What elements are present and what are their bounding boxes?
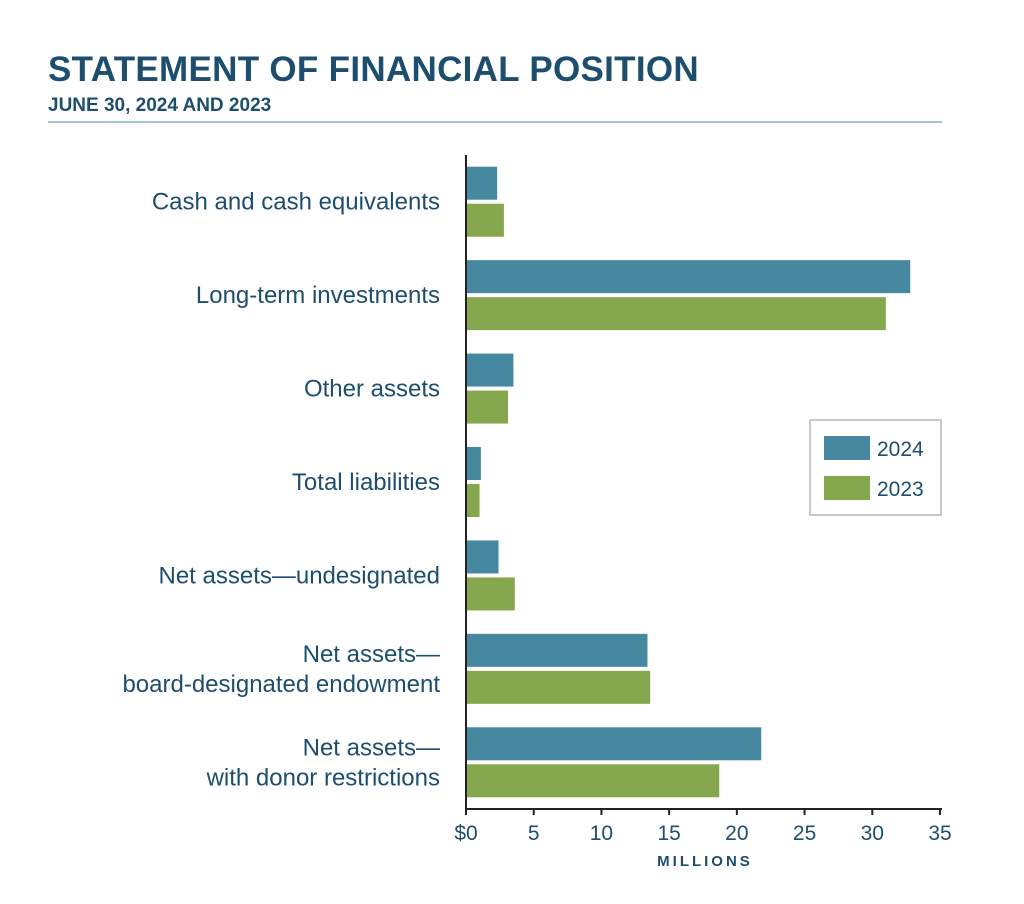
legend-label-2024: 2024 <box>877 438 924 461</box>
category-label-1-0: Long-term investments <box>196 282 440 309</box>
bar-2024-6 <box>466 727 762 761</box>
bar-2024-5 <box>466 633 648 667</box>
bar-2024-3 <box>466 447 481 480</box>
x-tick-label-4: 20 <box>725 822 748 845</box>
chart-subtitle: JUNE 30, 2024 AND 2023 <box>48 95 272 116</box>
category-label-5-0: Net assets— <box>303 641 440 668</box>
bar-2024-2 <box>466 353 514 387</box>
bars-group <box>466 166 911 798</box>
title-divider <box>48 121 942 123</box>
legend: 2024 2023 <box>809 419 942 516</box>
category-label-6-0: Net assets— <box>303 734 440 761</box>
axes-group: $0 5 10 15 20 25 30 35 MILLIONS <box>454 155 952 870</box>
legend-swatch-2023 <box>824 476 870 500</box>
legend-label-2023: 2023 <box>877 478 924 501</box>
legend-swatch-2024 <box>824 436 870 460</box>
category-label-2-0: Other assets <box>304 376 440 403</box>
x-tick-label-1: 5 <box>528 822 540 845</box>
bar-2023-1 <box>466 297 886 331</box>
category-label-0-0: Cash and cash equivalents <box>152 189 440 216</box>
x-tick-label-2: 10 <box>590 822 613 845</box>
bar-2023-4 <box>466 577 515 611</box>
bar-2023-3 <box>466 484 480 517</box>
bar-2024-1 <box>466 260 911 294</box>
category-label-5-1: board-designated endowment <box>122 671 440 698</box>
bar-2023-6 <box>466 764 720 798</box>
x-tick-label-6: 30 <box>861 822 884 845</box>
x-tick-label-7: 35 <box>928 822 951 845</box>
x-tick-label-5: 25 <box>793 822 816 845</box>
bar-2023-5 <box>466 670 651 704</box>
x-axis-title: MILLIONS <box>657 853 753 870</box>
category-labels: Cash and cash equivalents Long-term inves… <box>122 189 440 792</box>
bar-2023-0 <box>466 203 504 237</box>
category-label-4-0: Net assets—undesignated <box>158 562 440 589</box>
bar-2024-0 <box>466 166 498 200</box>
category-label-3-0: Total liabilities <box>292 469 440 496</box>
category-label-6-1: with donor restrictions <box>206 764 440 791</box>
bar-2023-2 <box>466 390 508 424</box>
chart-title: STATEMENT OF FINANCIAL POSITION <box>48 50 699 89</box>
x-tick-label-3: 15 <box>657 822 680 845</box>
x-tick-label-0: $0 <box>454 822 477 845</box>
bar-2024-4 <box>466 540 499 574</box>
